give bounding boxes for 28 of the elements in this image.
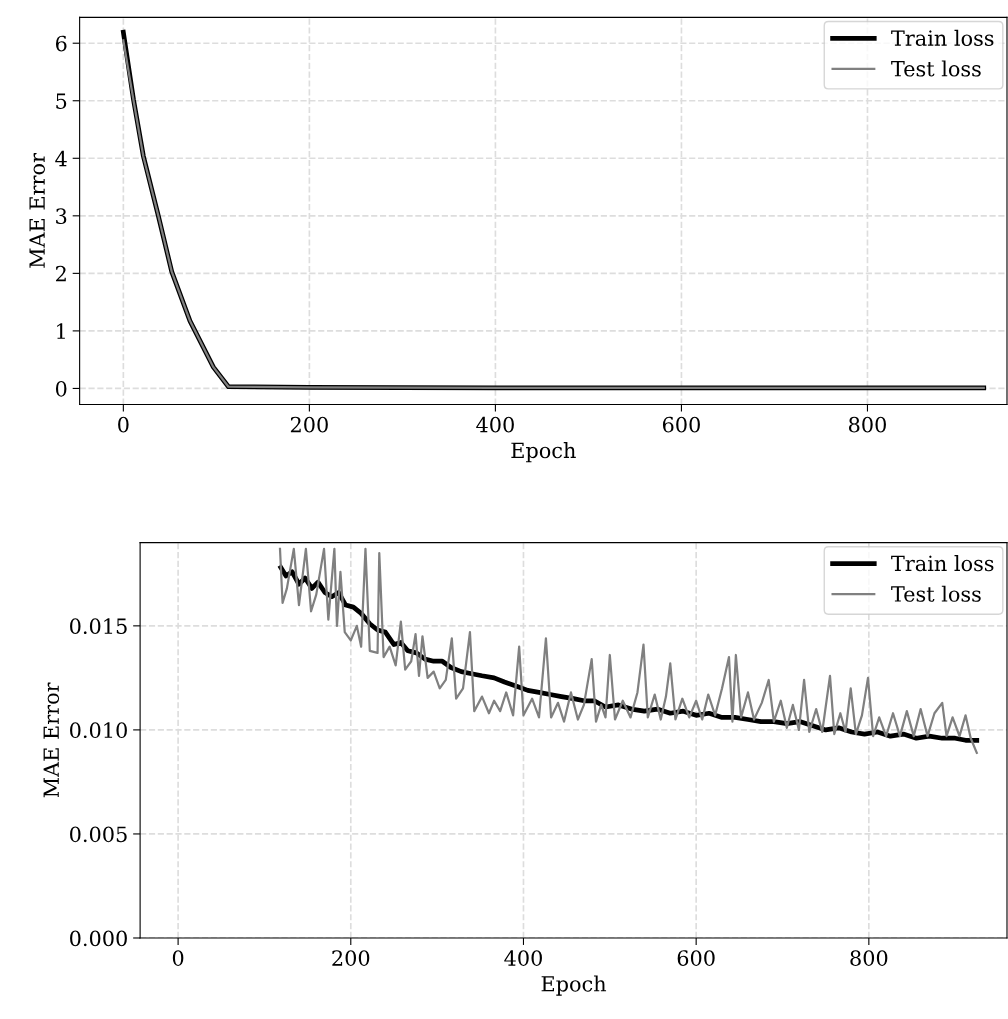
y-tick-label: 3 xyxy=(56,208,67,225)
y-tick-label: 0.010 xyxy=(70,722,127,739)
y-tick-label: 0.000 xyxy=(70,930,127,947)
x-axis-title: Epoch xyxy=(541,975,607,996)
y-tick-label: 2 xyxy=(55,265,66,282)
x-tick-label: 200 xyxy=(290,416,328,433)
y-tick-label: 1 xyxy=(57,323,65,339)
y-tick-label: 0 xyxy=(55,380,67,397)
y-tick-label: 4 xyxy=(55,150,67,167)
x-tick-label: 200 xyxy=(332,950,370,966)
x-tick-label: 600 xyxy=(677,950,715,966)
y-tick-label: 6 xyxy=(55,35,67,52)
y-axis-title: MAE Error xyxy=(43,682,60,798)
legend-label: Test loss xyxy=(891,585,981,602)
y-tick-label: 0.005 xyxy=(70,826,127,843)
x-tick-label: 800 xyxy=(850,950,888,966)
x-tick-label: 400 xyxy=(476,416,514,433)
x-axis-title: Epoch xyxy=(511,442,576,463)
x-tick-label: 0 xyxy=(172,950,184,966)
x-tick-label: 800 xyxy=(848,416,886,433)
legend-label: Train loss xyxy=(891,29,994,46)
legend-label: Train loss xyxy=(891,555,994,572)
legend-label: Test loss xyxy=(891,60,981,77)
y-tick-label: 5 xyxy=(56,93,67,109)
x-tick-label: 600 xyxy=(662,416,700,433)
x-tick-label: 400 xyxy=(504,950,542,966)
y-tick-label: 0.015 xyxy=(70,618,127,635)
y-axis-title: MAE Error xyxy=(29,153,45,268)
